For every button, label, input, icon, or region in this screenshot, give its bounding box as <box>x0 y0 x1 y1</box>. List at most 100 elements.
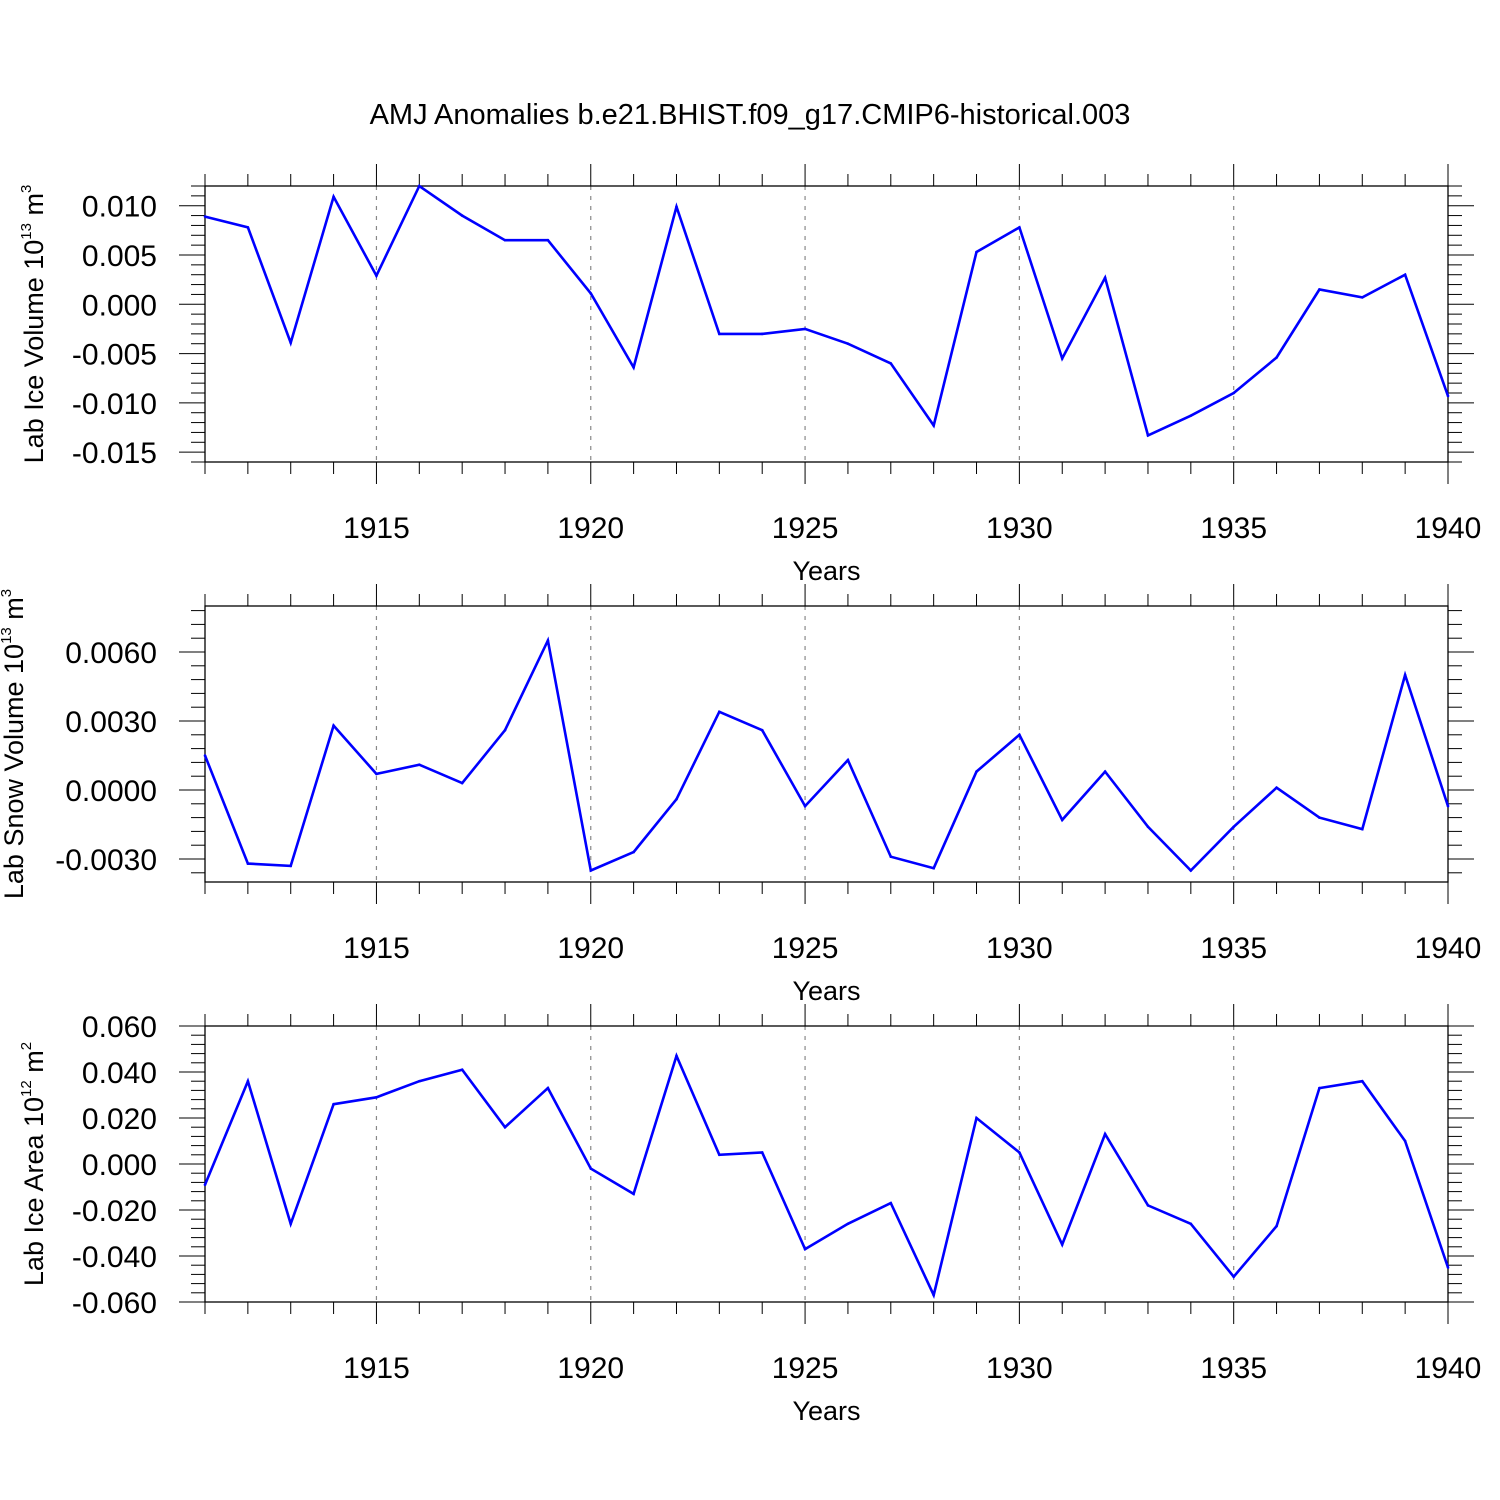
x-tick-label: 1930 <box>986 932 1053 965</box>
data-point <box>1275 1224 1278 1228</box>
data-point <box>803 804 807 808</box>
data-point <box>503 728 507 732</box>
data-point <box>1232 825 1235 829</box>
x-tick-label: 1935 <box>1200 1352 1267 1385</box>
x-tick-label: 1920 <box>557 932 624 965</box>
data-point <box>246 862 250 865</box>
x-tick-label: 1930 <box>986 1352 1053 1385</box>
y-tick-label: 0.060 <box>82 1011 157 1044</box>
data-point <box>418 763 421 766</box>
data-point <box>503 1125 507 1129</box>
data-point <box>846 758 850 762</box>
data-point <box>546 1086 550 1090</box>
series-line <box>203 1052 1450 1300</box>
plot-frame <box>204 1025 1449 1303</box>
data-point <box>1275 786 1278 789</box>
data-point <box>1275 356 1278 359</box>
x-tick-label: 1940 <box>1415 1352 1482 1385</box>
data-point <box>932 424 935 427</box>
data-point <box>1018 1151 1021 1154</box>
data-point <box>846 342 850 346</box>
y-tick-label: 0.0060 <box>65 637 157 670</box>
x-tick-label: 1925 <box>772 512 839 545</box>
data-point <box>1403 273 1407 277</box>
data-point <box>1318 1086 1321 1090</box>
y-tick-label: 0.010 <box>82 191 157 224</box>
data-point <box>1446 1266 1450 1269</box>
data-point <box>1189 1222 1193 1226</box>
data-point <box>1232 1275 1235 1278</box>
data-point <box>332 1102 335 1106</box>
x-tick-label: 1940 <box>1415 932 1482 965</box>
data-point <box>932 1293 935 1297</box>
data-point <box>418 1079 421 1083</box>
y-axis-title: Lab Ice Area 1012 m2 <box>18 1042 49 1286</box>
x-tick-label: 1915 <box>343 932 410 965</box>
data-point <box>1103 770 1107 773</box>
data-point <box>1318 288 1321 291</box>
data-point <box>1318 816 1321 819</box>
data-point <box>1360 296 1364 299</box>
y-tick-label: 0.000 <box>82 289 157 322</box>
y-tick-label: -0.010 <box>72 388 157 421</box>
data-point <box>1232 391 1235 395</box>
x-tick-label: 1920 <box>557 1352 624 1385</box>
chart-title: AMJ Anomalies b.e21.BHIST.f09_g17.CMIP6-… <box>370 99 1131 131</box>
data-point <box>975 1116 978 1120</box>
data-point <box>289 341 293 345</box>
y-tick-label: -0.005 <box>72 339 157 372</box>
y-tick-label: -0.040 <box>72 1241 157 1274</box>
data-point <box>760 332 764 336</box>
data-point <box>503 238 507 242</box>
y-tick-label: -0.015 <box>72 437 157 470</box>
data-point <box>760 1151 764 1154</box>
data-point <box>1060 1243 1064 1246</box>
data-point <box>889 855 893 858</box>
data-point <box>460 781 464 785</box>
data-point <box>203 215 207 218</box>
x-axis-title: Years <box>792 976 860 1006</box>
panels-group: 0.010 0.005 0.000 -0.005 -0.010 -0.015 1915 192… <box>0 164 1481 1426</box>
data-point <box>1103 1132 1107 1136</box>
data-point <box>289 1222 293 1226</box>
data-point <box>1103 276 1107 279</box>
data-point <box>932 866 935 870</box>
y-tick-label: 0.000 <box>82 1149 157 1182</box>
data-point <box>889 362 893 365</box>
x-axis-title: Years <box>792 1396 860 1426</box>
x-tick-label: 1930 <box>986 512 1053 545</box>
data-point <box>632 1192 635 1196</box>
data-point <box>632 366 635 369</box>
x-tick-label: 1915 <box>343 1352 410 1385</box>
data-point <box>589 869 593 872</box>
x-tick-label: 1935 <box>1200 512 1267 545</box>
data-point <box>718 332 721 336</box>
panel-3: 0.060 0.040 0.020 0.000 -0.020 -0.040 -0.060 19… <box>18 1004 1481 1426</box>
plot-frame <box>204 605 1449 883</box>
data-point <box>1146 434 1150 437</box>
data-point <box>675 1054 678 1058</box>
data-point <box>1018 733 1021 737</box>
data-point <box>332 724 335 727</box>
y-tick-label: -0.0030 <box>55 844 157 877</box>
data-point <box>589 292 593 295</box>
data-point <box>1146 1204 1150 1207</box>
x-tick-label: 1925 <box>772 1352 839 1385</box>
y-axis-title: Lab Ice Volume 1013 m3 <box>18 185 49 464</box>
y-axis-title: Lab Snow Volume 1013 m3 <box>0 589 29 899</box>
data-point <box>1146 825 1150 829</box>
panel-2: 0.0060 0.0030 0.0000 -0.0030 1915 1920 1925 193… <box>0 584 1481 1006</box>
y-tick-label: -0.020 <box>72 1195 157 1228</box>
data-point <box>975 770 978 773</box>
data-point <box>1060 357 1064 360</box>
data-point <box>1403 673 1407 677</box>
data-point <box>803 1247 807 1251</box>
data-point <box>418 184 421 188</box>
data-point <box>1446 804 1450 808</box>
x-tick-label: 1935 <box>1200 932 1267 965</box>
y-tick-label: 0.0000 <box>65 775 157 808</box>
data-point <box>589 1167 593 1170</box>
data-point <box>375 1096 378 1099</box>
data-point <box>1189 414 1193 417</box>
data-point <box>546 238 550 242</box>
